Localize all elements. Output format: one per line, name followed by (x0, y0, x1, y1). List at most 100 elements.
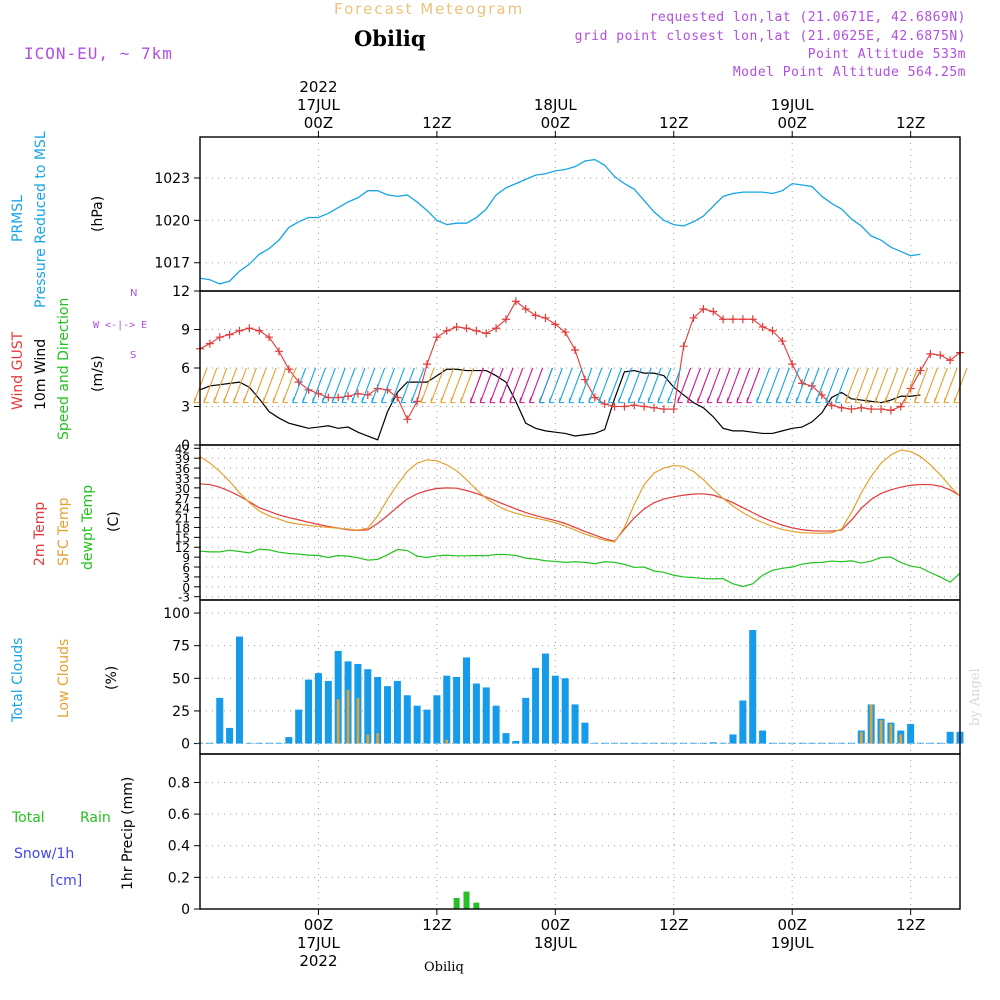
gust-marker (501, 315, 510, 324)
ytick-label-2-7: 18 (175, 521, 190, 535)
wind-arrow (716, 367, 731, 403)
gust-marker (630, 401, 639, 410)
wind-arrow (835, 367, 850, 403)
wind-arrow-head (894, 397, 900, 404)
wind-arrow (479, 367, 494, 403)
wind-arrow (232, 367, 247, 403)
sfc-temp-line (199, 449, 961, 543)
top-time-label-1: 12Z (422, 114, 451, 132)
cloud-total-bar (245, 742, 253, 744)
wind-arrow-head (914, 397, 920, 404)
wind-arrow (272, 367, 287, 403)
wind-arrow-head (390, 397, 397, 404)
wind-arrow-head (469, 397, 476, 404)
cloud-total-bar (847, 742, 855, 744)
compass-north: N (130, 288, 138, 299)
cloud-total-bar (729, 734, 737, 744)
wind-arrow (331, 367, 346, 403)
top-time-label-5: 12Z (896, 114, 925, 132)
ytick-label-3-2: 50 (172, 671, 190, 687)
wind-arrow (756, 367, 771, 403)
cloud-total-bar (680, 742, 688, 744)
bottom-time-label-2: 00Z (541, 916, 570, 934)
gust-marker (531, 311, 540, 320)
ytick-label-2-1: 0 (182, 581, 190, 595)
wind-arrow-head (736, 397, 742, 404)
wind-arrow-head (223, 397, 229, 404)
cloud-total-bar (374, 677, 382, 744)
gust-marker (561, 328, 570, 337)
gust-marker (837, 403, 846, 412)
cloud-total-bar (255, 742, 263, 744)
wind-arrow-head (795, 397, 802, 404)
wind-arrow (854, 367, 869, 403)
ytick-label-0-1: 1020 (154, 213, 190, 229)
cloud-total-bar (216, 697, 224, 744)
gust-marker (324, 393, 333, 402)
gust-marker (620, 402, 629, 411)
cloud-low-bar (356, 697, 360, 744)
wind-arrow-head (617, 397, 624, 404)
cloud-total-bar (226, 727, 234, 744)
gust-marker (896, 402, 905, 411)
gust-marker (738, 315, 747, 324)
compass-axis: W <-|-> E (93, 320, 148, 331)
ytick-label-1-3: 9 (181, 323, 190, 339)
wind-arrow-head (203, 397, 209, 404)
gust-marker (679, 342, 688, 351)
wind-arrow-head (677, 397, 683, 404)
wind-arrow-head (854, 397, 861, 404)
cloud-total-bar (739, 700, 747, 744)
cloud-total-bar (324, 680, 332, 744)
gust-marker (452, 322, 461, 331)
wind-arrow (805, 367, 820, 403)
cloud-total-bar (492, 705, 500, 744)
ytick-label-2-12: 33 (175, 472, 190, 486)
wind-arrow (775, 367, 790, 403)
gust-marker (294, 378, 303, 387)
wind-arrow-head (657, 397, 663, 404)
wind10m-line (199, 368, 921, 441)
bottom-date-label-0: 17JUL (297, 934, 340, 952)
wind-arrow (459, 367, 475, 403)
wind-arrow-head (331, 397, 338, 404)
bottom-date-label-2: 18JUL (534, 934, 577, 952)
wind-arrow-head (479, 397, 486, 404)
cloud-total-bar (334, 650, 342, 744)
wind-arrow-head (538, 397, 545, 404)
wind-arrow (440, 367, 455, 403)
wind-arrow (825, 367, 840, 403)
wind-arrow (686, 367, 702, 403)
cloud-total-bar (423, 709, 431, 744)
wind-arrow-head (578, 397, 584, 404)
wind-arrow-head (568, 397, 575, 404)
cloud-low-bar (869, 704, 873, 744)
wind-arrow (588, 367, 603, 403)
station-name: Obiliq (354, 26, 426, 51)
ytick-label-4-4: 0.8 (168, 775, 190, 791)
cloud-total-bar (828, 742, 836, 744)
gust-marker (640, 402, 649, 411)
gust-marker (916, 366, 925, 375)
ytick-label-2-10: 27 (175, 492, 190, 506)
wind-arrow (430, 367, 445, 403)
temp2m-line (199, 483, 961, 542)
wind-arrow-head (805, 397, 811, 404)
wind-arrow (450, 367, 465, 403)
cloud-total-bar (699, 742, 707, 744)
ytick-label-2-0: -3 (178, 591, 190, 605)
ytick-label-0-2: 1023 (154, 171, 190, 187)
top-date-label-0: 17JUL (297, 96, 340, 114)
cloud-total-bar (709, 742, 717, 744)
gust-marker (334, 393, 343, 402)
gust-marker (492, 324, 501, 333)
wind-arrow-head (706, 397, 713, 404)
gust-marker (235, 326, 244, 335)
cloud-total-bar (502, 733, 510, 744)
wind-arrow-head (489, 397, 496, 404)
cloud-total-bar (907, 723, 915, 744)
cloud-total-bar (640, 742, 648, 744)
gust-marker (758, 322, 767, 331)
panel-frame-4 (199, 599, 961, 755)
ytick-label-3-4: 100 (163, 606, 190, 622)
